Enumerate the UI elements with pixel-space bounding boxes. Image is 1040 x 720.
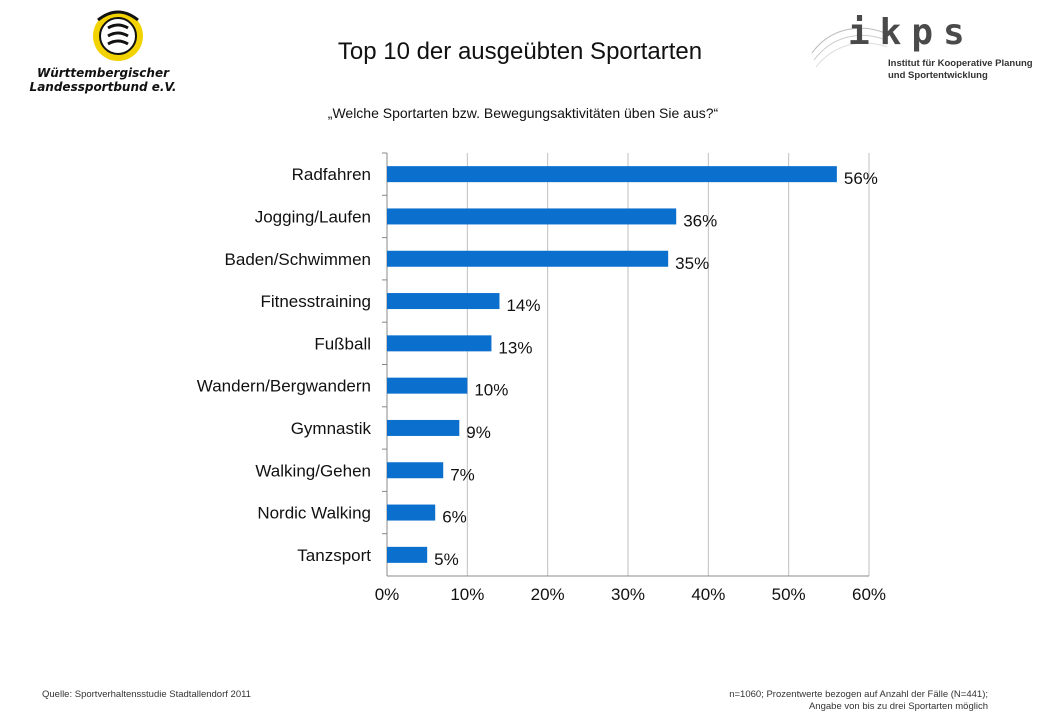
value-label: 7%	[450, 465, 475, 484]
bar-8	[387, 504, 436, 521]
wlsb-logo: Württembergischer Landessportbund e.V.	[18, 6, 188, 96]
ikps-swoosh-icon	[811, 27, 888, 68]
value-label: 13%	[498, 338, 532, 357]
category-label: Fitnesstraining	[260, 292, 371, 311]
category-label: Radfahren	[292, 165, 371, 184]
bar-2	[387, 250, 669, 267]
bar-chart: Radfahren 56% Jogging/Laufen 36% Baden/Schwi…	[197, 152, 886, 604]
value-label: 10%	[474, 381, 508, 400]
bar-7	[387, 462, 444, 479]
value-label: 5%	[434, 550, 459, 569]
bar-9	[387, 546, 428, 563]
value-label: 6%	[442, 508, 467, 527]
value-label: 36%	[683, 211, 717, 230]
sample-note: n=1060; Prozentwerte bezogen auf Anzahl …	[729, 689, 988, 713]
ikps-name-line1: Institut für Kooperative Planung	[888, 58, 1033, 69]
category-label: Baden/Schwimmen	[225, 250, 371, 269]
bar-1	[387, 208, 677, 225]
x-tick-label: 40%	[691, 585, 725, 604]
category-label: Gymnastik	[291, 419, 372, 438]
bar-3	[387, 293, 500, 310]
wlsb-emblem-icon	[93, 10, 143, 61]
ikps-name-line2: und Sportentwicklung	[888, 70, 988, 81]
bar-6	[387, 419, 460, 436]
x-tick-label: 20%	[531, 585, 565, 604]
sample-note-line1: n=1060; Prozentwerte bezogen auf Anzahl …	[729, 689, 988, 700]
x-tick-label: 50%	[772, 585, 806, 604]
page-title: Top 10 der ausgeübten Sportarten	[337, 38, 703, 65]
category-label: Tanzsport	[297, 546, 371, 565]
wlsb-name-line1: Württembergischer	[36, 66, 170, 80]
bar-0	[387, 166, 837, 183]
value-label: 35%	[675, 254, 709, 273]
bar-4	[387, 335, 492, 352]
bar-5	[387, 377, 468, 394]
ikps-brand: ikps	[848, 12, 975, 53]
category-label: Fußball	[314, 334, 371, 353]
ikps-logo: ikps Institut für Kooperative Planung un…	[810, 12, 1035, 88]
category-label: Jogging/Laufen	[255, 207, 371, 226]
value-label: 56%	[844, 169, 878, 188]
value-label: 9%	[466, 423, 491, 442]
x-tick-label: 10%	[450, 585, 484, 604]
x-tick-label: 0%	[375, 585, 400, 604]
category-label: Walking/Gehen	[255, 461, 371, 480]
source-note: Quelle: Sportverhaltensstudie Stadtallen…	[42, 689, 251, 700]
category-label: Nordic Walking	[257, 504, 371, 523]
x-tick-label: 60%	[852, 585, 886, 604]
value-label: 14%	[506, 296, 540, 315]
sample-note-line2: Angabe von bis zu drei Sportarten möglic…	[808, 701, 988, 712]
wlsb-name-line2: Landessportbund e.V.	[29, 80, 177, 94]
chart-question: „Welche Sportarten bzw. Bewegungsaktivit…	[327, 105, 719, 121]
x-tick-label: 30%	[611, 585, 645, 604]
category-label: Wandern/Bergwandern	[197, 377, 371, 396]
